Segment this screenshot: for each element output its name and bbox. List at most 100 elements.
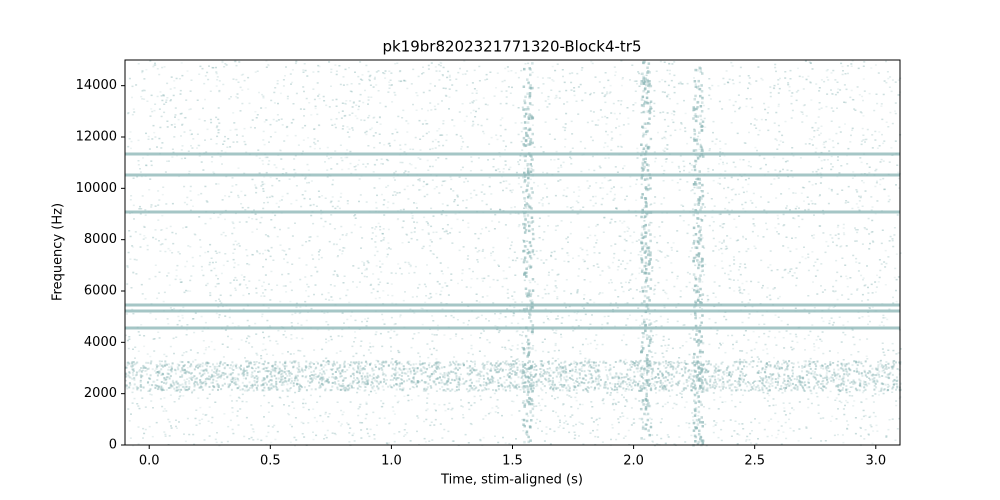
- speckle: [232, 243, 235, 246]
- speckle: [218, 384, 220, 387]
- speckle: [631, 241, 634, 244]
- speckle: [151, 138, 154, 140]
- speckle: [609, 367, 612, 369]
- speckle: [666, 148, 669, 150]
- speckle: [310, 180, 313, 182]
- speckle: [624, 198, 627, 201]
- speckle: [884, 266, 887, 268]
- speckle: [531, 333, 534, 336]
- speckle: [271, 426, 274, 428]
- speckle: [817, 127, 820, 129]
- speckle: [664, 137, 667, 140]
- speckle: [697, 262, 700, 264]
- speckle: [215, 441, 218, 444]
- speckle: [129, 258, 132, 260]
- speckle: [665, 161, 668, 163]
- speckle: [468, 268, 471, 270]
- speckle: [591, 406, 594, 408]
- speckle: [425, 132, 428, 135]
- speckle: [287, 351, 289, 353]
- speckle: [594, 435, 597, 438]
- speckle: [748, 439, 751, 441]
- speckle: [314, 143, 317, 145]
- speckle: [233, 266, 236, 269]
- speckle: [329, 368, 332, 371]
- speckle: [620, 84, 623, 87]
- speckle: [531, 299, 534, 301]
- speckle: [732, 104, 735, 107]
- speckle: [520, 140, 523, 143]
- speckle: [432, 215, 435, 217]
- speckle: [638, 272, 641, 275]
- speckle: [851, 207, 854, 210]
- speckle: [849, 382, 851, 384]
- speckle: [665, 366, 668, 369]
- speckle: [381, 363, 383, 366]
- speckle: [692, 419, 695, 421]
- speckle: [685, 341, 688, 343]
- speckle: [526, 165, 529, 167]
- speckle: [470, 344, 473, 347]
- speckle: [578, 189, 581, 191]
- speckle: [154, 205, 157, 207]
- speckle: [613, 193, 616, 196]
- speckle: [628, 289, 630, 291]
- speckle: [538, 225, 541, 228]
- speckle: [714, 296, 717, 298]
- speckle: [288, 248, 291, 250]
- speckle: [235, 78, 238, 81]
- speckle: [266, 201, 269, 204]
- speckle: [846, 388, 849, 390]
- speckle: [193, 443, 196, 446]
- speckle: [617, 145, 620, 148]
- speckle: [505, 187, 508, 189]
- speckle: [333, 123, 336, 126]
- speckle: [221, 163, 223, 165]
- speckle: [180, 325, 183, 327]
- speckle: [679, 128, 682, 131]
- speckle: [607, 157, 610, 159]
- speckle: [792, 366, 794, 369]
- speckle: [714, 424, 717, 426]
- speckle: [375, 331, 378, 333]
- speckle: [739, 288, 742, 290]
- speckle: [160, 374, 163, 376]
- speckle: [377, 283, 380, 286]
- speckle: [839, 131, 842, 133]
- speckle: [339, 144, 342, 146]
- speckle: [133, 258, 136, 261]
- speckle: [807, 334, 810, 336]
- speckle: [375, 265, 378, 267]
- speckle: [720, 344, 722, 346]
- speckle: [679, 296, 682, 298]
- speckle: [357, 414, 360, 417]
- speckle: [673, 86, 676, 88]
- speckle: [153, 350, 156, 352]
- speckle: [406, 131, 409, 133]
- speckle: [213, 348, 216, 351]
- speckle: [266, 319, 269, 322]
- speckle: [279, 149, 282, 151]
- speckle: [383, 237, 386, 239]
- speckle: [784, 421, 787, 424]
- speckle: [519, 159, 522, 161]
- speckle: [510, 322, 513, 324]
- speckle: [439, 134, 442, 136]
- speckle: [374, 378, 377, 381]
- speckle: [555, 225, 558, 227]
- speckle: [798, 428, 801, 430]
- speckle: [353, 440, 356, 442]
- speckle: [773, 84, 776, 87]
- speckle: [168, 421, 171, 423]
- speckle: [871, 240, 874, 242]
- speckle: [799, 157, 802, 159]
- speckle: [558, 97, 561, 99]
- speckle: [790, 346, 793, 349]
- speckle: [253, 364, 256, 366]
- speckle: [666, 371, 669, 374]
- speckle: [151, 110, 154, 113]
- speckle: [441, 228, 444, 230]
- speckle: [654, 196, 657, 198]
- speckle: [461, 279, 463, 281]
- speckle: [392, 202, 395, 205]
